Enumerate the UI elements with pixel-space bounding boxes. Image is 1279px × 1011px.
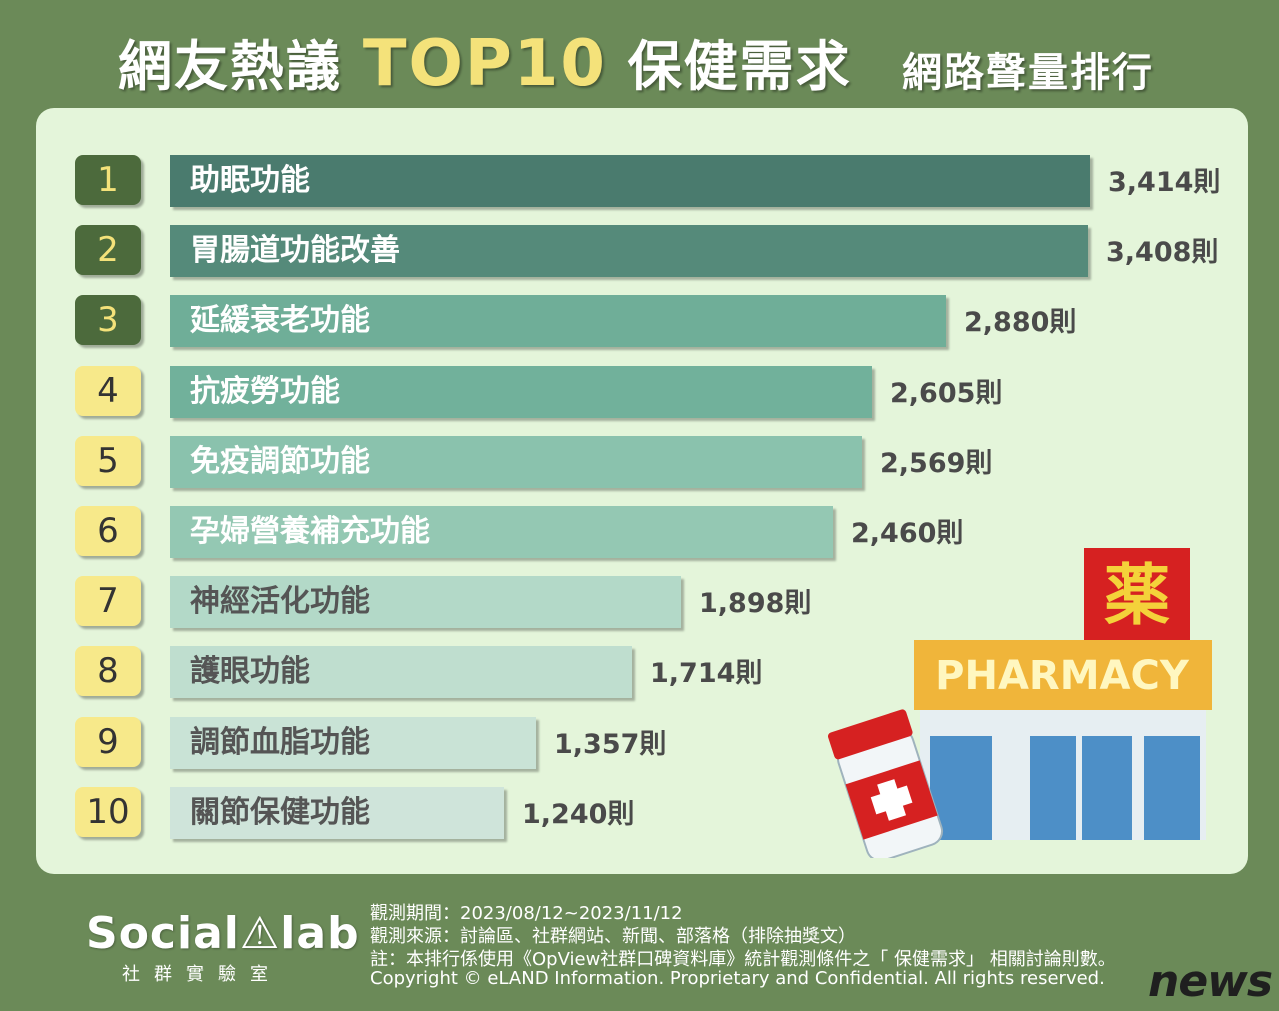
chart-title: 網友熱議 TOP10 保健需求: [118, 22, 852, 101]
bar-category-label: 孕婦營養補充功能: [190, 514, 430, 549]
store-window-2: [1144, 736, 1200, 840]
footer-note: 註：本排行係使用《OpView社群口碑資料庫》統計觀測條件之「 保健需求」 相關…: [370, 949, 1116, 970]
store-door-right: [1082, 736, 1132, 840]
sign-char: 薬: [1104, 557, 1170, 634]
rank-badge: 7: [75, 576, 141, 626]
rank-badge: 2: [75, 225, 141, 275]
bar: [170, 225, 1088, 277]
rank-badge: 3: [75, 295, 141, 345]
bar-value-label: 1,357則: [554, 729, 667, 760]
rank-badge: 6: [75, 506, 141, 556]
rank-badge: 10: [75, 787, 141, 837]
bar-category-label: 抗疲勞功能: [190, 374, 340, 409]
bar-value-label: 2,605則: [890, 378, 1003, 409]
title-highlight: TOP10: [362, 27, 607, 101]
bar-category-label: 關節保健功能: [190, 795, 370, 830]
title-part2: 保健需求: [627, 35, 852, 98]
sign-board: [1084, 548, 1190, 640]
footer-period: 觀測期間：2023/08/12~2023/11/12: [370, 903, 683, 924]
rank-badge: 8: [75, 646, 141, 696]
bar-category-label: 免疫調節功能: [190, 444, 370, 479]
bar-value-label: 3,414則: [1108, 167, 1221, 198]
pharmacy-illustration: 薬 PHARMACY: [827, 548, 1212, 858]
bar-value-label: 1,240則: [522, 799, 635, 830]
bar-category-label: 胃腸道功能改善: [190, 233, 400, 268]
bar: [170, 717, 536, 769]
rank-badge: 4: [75, 366, 141, 416]
store-banner: [914, 640, 1212, 710]
rank-badge: 9: [75, 717, 141, 767]
title-part1: 網友熱議: [118, 35, 342, 98]
bar-value-label: 2,460則: [851, 518, 964, 549]
bar-category-label: 助眠功能: [190, 163, 310, 198]
bar: [170, 646, 632, 698]
bar: [170, 436, 862, 488]
chart-subtitle: 網路聲量排行: [902, 50, 1154, 96]
bar: [170, 366, 872, 418]
medicine-bottle: [827, 709, 944, 858]
bar-value-label: 1,714則: [650, 658, 763, 689]
bar-category-label: 調節血脂功能: [190, 725, 370, 760]
footer-copyright: Copyright © eLAND Information. Proprieta…: [370, 968, 1105, 989]
title-row: 網友熱議 TOP10 保健需求 網路聲量排行: [0, 18, 1279, 108]
bar: [170, 506, 833, 558]
bar-value-label: 1,898則: [699, 588, 812, 619]
bar-value-label: 2,880則: [964, 307, 1077, 338]
social-lab-logo-sub: 社群實驗室: [122, 964, 282, 985]
rank-badge: 5: [75, 436, 141, 486]
social-lab-logo: Social⚠lab: [86, 908, 360, 959]
bar-category-label: 護眼功能: [190, 654, 310, 689]
store-name: PHARMACY: [935, 653, 1190, 699]
bar: [170, 295, 946, 347]
bar: [170, 155, 1090, 207]
bar: [170, 787, 504, 839]
bar-value-label: 2,569則: [880, 448, 993, 479]
bar-value-label: 3,408則: [1106, 237, 1219, 268]
footer-source: 觀測來源：討論區、社群網站、新聞、部落格（排除抽獎文）: [370, 926, 856, 947]
bar-category-label: 延緩衰老功能: [190, 303, 370, 338]
store-door-left: [1030, 736, 1076, 840]
rank-badge: 1: [75, 155, 141, 205]
bar-category-label: 神經活化功能: [190, 584, 370, 619]
news-watermark: news: [1148, 956, 1273, 1007]
bar: [170, 576, 681, 628]
